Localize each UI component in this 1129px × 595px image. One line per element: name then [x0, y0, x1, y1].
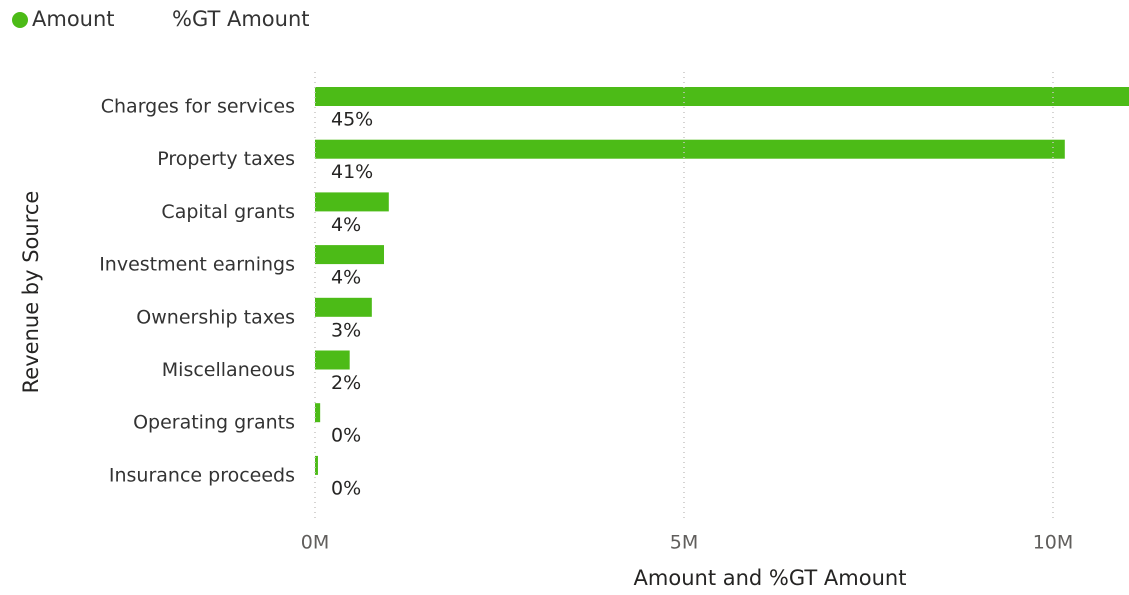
- bar: [315, 87, 1129, 106]
- y-tick-label: Ownership taxes: [136, 306, 295, 328]
- x-axis-title: Amount and %GT Amount: [634, 566, 907, 590]
- data-label: 4%: [331, 267, 361, 289]
- y-tick-label: Miscellaneous: [162, 359, 295, 381]
- data-label: 41%: [331, 161, 373, 183]
- y-tick-label: Capital grants: [161, 201, 295, 223]
- data-label: 45%: [331, 109, 373, 131]
- data-label: 0%: [331, 477, 361, 499]
- bar: [315, 297, 372, 317]
- bar: [315, 245, 385, 265]
- plot-area: [315, 87, 1129, 475]
- bar: [315, 403, 321, 423]
- y-tick-label: Insurance proceeds: [109, 464, 295, 486]
- data-label: 0%: [331, 425, 361, 447]
- x-tick-label: 5M: [670, 532, 698, 554]
- y-tick-label: Charges for services: [101, 96, 295, 118]
- x-tick-label: 10M: [1033, 532, 1074, 554]
- legend-marker: [12, 12, 28, 28]
- data-label: 2%: [331, 372, 361, 394]
- data-label: 4%: [331, 214, 361, 236]
- bar: [315, 139, 1065, 159]
- bar: [315, 350, 350, 370]
- bar: [315, 192, 389, 212]
- data-label: 3%: [331, 319, 361, 341]
- legend-label: %GT Amount: [172, 7, 310, 31]
- y-tick-label: Property taxes: [157, 148, 295, 170]
- y-tick-label: Investment earnings: [99, 254, 295, 276]
- x-tick-label: 0M: [301, 532, 329, 554]
- y-axis-title: Revenue by Source: [19, 191, 43, 394]
- y-tick-label: Operating grants: [133, 412, 295, 434]
- legend-label: Amount: [32, 7, 115, 31]
- bar: [315, 455, 318, 475]
